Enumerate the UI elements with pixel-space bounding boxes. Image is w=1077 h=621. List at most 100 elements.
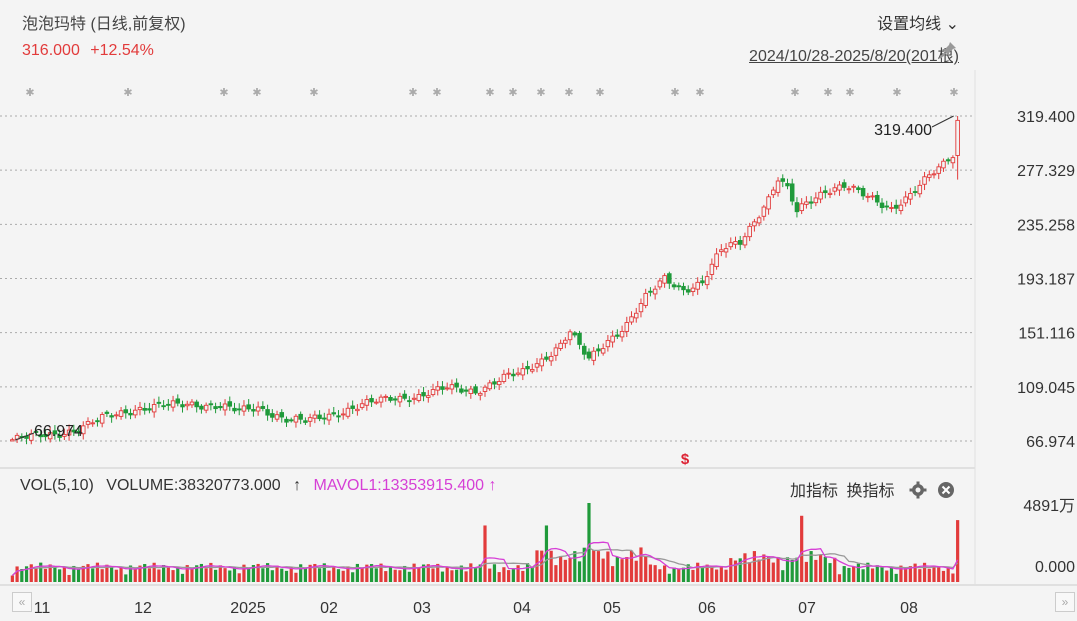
gear-icon[interactable]: [909, 481, 927, 499]
volume-bar: [213, 569, 218, 582]
candle-body: [114, 414, 119, 417]
last-price: 316.000: [22, 42, 80, 59]
volume-bar: [152, 562, 156, 582]
event-marker-icon: ✱: [123, 87, 132, 99]
volume-bar: [119, 567, 123, 582]
mavol1-line: [11, 541, 959, 576]
candle-body: [81, 425, 86, 435]
volume-bar: [691, 569, 695, 582]
candle-body: [137, 406, 143, 411]
candle-body: [52, 430, 58, 435]
volume-bar: [828, 563, 832, 582]
ma-settings-button[interactable]: 设置均线 ⌄: [877, 10, 959, 34]
max-min-annotations: 319.400 66.974: [15, 115, 954, 441]
candle-body: [723, 248, 729, 253]
candle-body: [317, 414, 322, 420]
candle-body: [232, 407, 237, 412]
x-tick-label: 07: [798, 600, 816, 617]
volume-bar: [105, 564, 109, 582]
x-tick-label: 03: [413, 600, 431, 617]
event-marker-icon: ✱: [695, 87, 704, 99]
volume-bar: [681, 567, 686, 582]
volume-bar: [809, 551, 813, 582]
candle-body: [837, 184, 842, 191]
candle-body: [539, 358, 544, 367]
candle-body: [435, 386, 440, 391]
volume-bar: [648, 564, 653, 582]
date-range[interactable]: 2024/10/28-2025/8/20(201根): [749, 48, 959, 65]
volume-bar: [251, 565, 256, 582]
volume-bar: [218, 565, 222, 582]
candle-body: [402, 393, 407, 399]
y-tick-label: 277.329: [1017, 163, 1075, 180]
volume-bar: [261, 568, 265, 582]
candle-body: [350, 405, 355, 409]
candle-body: [690, 287, 696, 292]
candle-body: [648, 290, 653, 293]
close-icon[interactable]: [937, 481, 955, 499]
candle-body: [714, 253, 719, 268]
add-indicator-button[interactable]: 加指标: [790, 483, 839, 500]
candle-body: [288, 419, 294, 422]
volume-bar: [332, 566, 336, 582]
candle-body: [591, 350, 596, 361]
candle-body: [756, 217, 762, 224]
volume-bar: [927, 568, 931, 582]
x-tick-label: 2025: [230, 600, 266, 617]
candle-body: [76, 430, 81, 434]
pin-icon[interactable]: [938, 40, 958, 60]
candle-body: [912, 191, 918, 193]
event-markers: ✱ ✱ ✱ ✱ ✱ ✱ ✱ ✱ ✱ ✱ ✱ ✱ ✱ ✱ ✱ ✱ ✱ ✱ ✱ $: [25, 87, 958, 468]
candle-body: [681, 285, 686, 291]
volume-bar: [346, 566, 350, 582]
volume-bar: [814, 559, 818, 582]
event-marker-icon: ✱: [432, 87, 441, 99]
volume-bar: [762, 554, 766, 582]
volume-bar: [374, 568, 378, 582]
candle-body: [577, 332, 582, 345]
candle-body: [700, 280, 705, 284]
volume-bar: [237, 573, 241, 582]
volume-bar: [455, 569, 459, 582]
volume-bar: [540, 550, 544, 582]
volume-bar: [232, 567, 237, 582]
volume-bar: [464, 571, 468, 582]
candle-body: [482, 386, 488, 392]
volume-bar: [823, 556, 827, 582]
volume-bar: [440, 571, 445, 582]
candle-body: [804, 201, 809, 205]
candle-body: [785, 183, 790, 187]
volume-bar: [672, 567, 676, 582]
candle-body: [615, 334, 620, 337]
x-tick-label: 06: [698, 600, 716, 617]
volume-bar: [601, 558, 605, 582]
candle-body: [492, 381, 497, 385]
volume-bar: [110, 567, 114, 582]
switch-indicator-button[interactable]: 换指标: [846, 483, 895, 500]
candle-body: [945, 159, 951, 162]
candle-body: [38, 434, 43, 438]
candle-body: [208, 403, 214, 406]
volume-bar: [284, 570, 289, 582]
event-marker-icon: ✱: [845, 87, 854, 99]
candle-body: [66, 429, 72, 436]
event-marker-icon: ✱: [564, 87, 573, 99]
scroll-right-button[interactable]: »: [1055, 592, 1075, 612]
volume-bar: [379, 563, 383, 582]
candle-body: [10, 439, 15, 442]
volume-bar: [228, 570, 232, 582]
candle-body: [392, 398, 398, 401]
volume-bar: [81, 565, 85, 582]
volume-bar: [804, 561, 808, 582]
volume-bar: [270, 570, 274, 582]
candle-body: [870, 195, 875, 198]
candle-body: [355, 408, 360, 412]
volume-bar: [426, 564, 430, 582]
candle-body: [218, 406, 223, 409]
volume-bar: [795, 557, 799, 582]
volume-bar: [43, 568, 48, 582]
scroll-left-button[interactable]: «: [12, 592, 32, 612]
candle-body: [799, 203, 804, 212]
candle-body: [917, 184, 923, 195]
